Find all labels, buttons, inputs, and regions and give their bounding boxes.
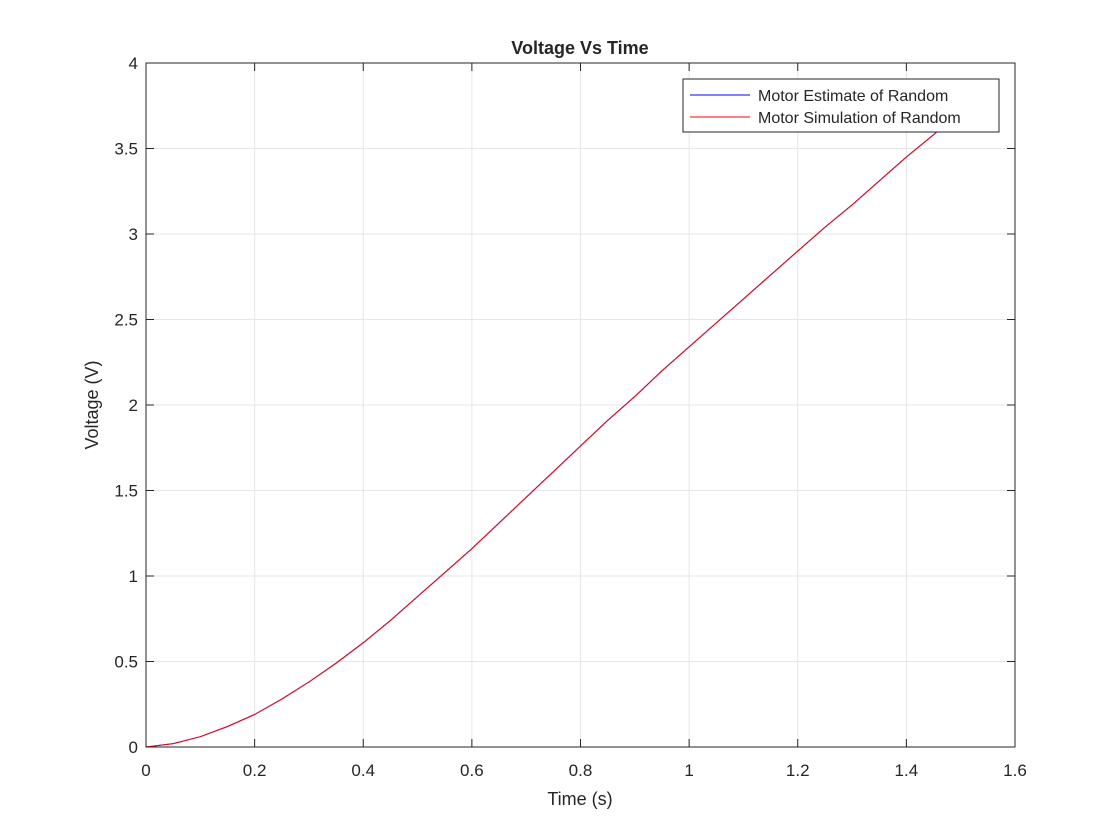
x-tick-label: 1.2 xyxy=(786,761,810,780)
y-tick-label: 3.5 xyxy=(114,140,138,159)
x-tick-label: 0 xyxy=(141,761,150,780)
legend-label-estimate: Motor Estimate of Random xyxy=(758,88,948,105)
legend: Motor Estimate of Random Motor Simulatio… xyxy=(682,78,1000,133)
y-tick-label: 1 xyxy=(129,567,138,586)
y-tick-label: 3 xyxy=(129,225,138,244)
x-tick-label: 0.4 xyxy=(351,761,375,780)
chart-title: Voltage Vs Time xyxy=(511,38,648,58)
y-tick-label: 4 xyxy=(129,54,138,73)
series-layer xyxy=(145,103,967,748)
x-tick-label: 1.6 xyxy=(1003,761,1027,780)
x-axis-label: Time (s) xyxy=(547,789,612,809)
x-tick-label: 0.2 xyxy=(243,761,267,780)
x-tick-label: 0.8 xyxy=(569,761,593,780)
grid xyxy=(145,62,1016,748)
y-tick-label: 2.5 xyxy=(114,311,138,330)
y-tick-label: 2 xyxy=(129,396,138,415)
y-tick-label: 0.5 xyxy=(114,653,138,672)
y-tick-label: 0 xyxy=(129,738,138,757)
x-tick-label: 1.4 xyxy=(895,761,919,780)
legend-box xyxy=(682,78,1000,133)
y-tick-label: 1.5 xyxy=(114,482,138,501)
y-axis-label: Voltage (V) xyxy=(82,360,102,449)
x-tick-label: 0.6 xyxy=(460,761,484,780)
ticks xyxy=(145,62,1016,748)
tick-labels: 0 0.2 0.4 0.6 0.8 1 1.2 1.4 1.6 0 0.5 1 1.5 2 2.5 3 3.5 4 xyxy=(114,54,1026,780)
x-tick-label: 1 xyxy=(684,761,693,780)
series-line-simulation xyxy=(145,103,967,748)
legend-label-simulation: Motor Simulation of Random xyxy=(758,110,961,127)
